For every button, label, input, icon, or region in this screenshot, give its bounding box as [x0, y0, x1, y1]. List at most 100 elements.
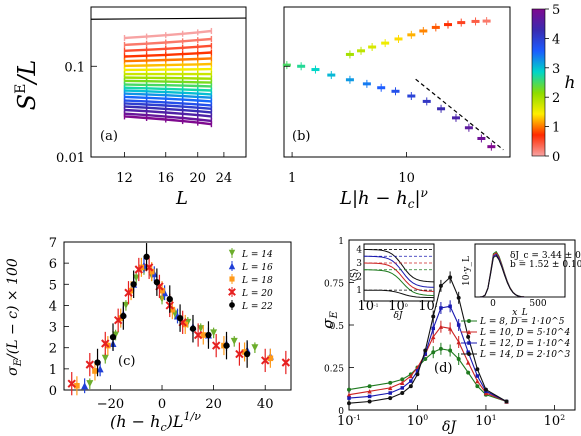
series-0-point: [448, 348, 453, 353]
colorbar: 0 1 2 3 4 5 h: [531, 3, 575, 165]
colorbar-gradient: [531, 8, 546, 157]
colorbar-tick-label: 0: [552, 150, 560, 165]
series-2-point: [456, 323, 461, 327]
series-line-h3.75: [124, 99, 212, 107]
series-3-point: [124, 288, 133, 297]
legend-label: L = 22: [241, 302, 273, 312]
legend-label: L = 12, D = 1·10^4: [479, 339, 570, 349]
series-line-h4.5: [124, 108, 212, 118]
legend-marker: [466, 329, 472, 335]
series-4-point: [153, 279, 161, 286]
series-2-point: [409, 379, 413, 383]
series-2-point: [431, 326, 436, 331]
x-tick-label: 10-1: [337, 413, 361, 429]
y-tick-label: 2: [49, 342, 57, 357]
series-3-point: [260, 356, 270, 365]
series-2-point: [74, 382, 80, 389]
series-line-h4: [124, 102, 212, 110]
panel-c: −20 0 20 40 0 1 2 3 4 5 6 7 L = 14 L = 16 L = 18 L = 2…: [5, 236, 292, 434]
series-0-point: [122, 301, 130, 309]
svg-text:L|h − hc|ν: L|h − hc|ν: [339, 186, 428, 211]
series-2-point: [415, 369, 420, 373]
series-4-point: [143, 253, 150, 260]
series-2-point: [267, 355, 274, 362]
series-0-point: [197, 325, 205, 333]
series-2-point: [448, 304, 452, 309]
series-line-h2.25: [124, 79, 212, 84]
series-3-point: [193, 330, 203, 340]
series-2-point: [241, 349, 248, 355]
series-3-point: [134, 265, 144, 274]
inset-right-xlabel: x_L: [512, 308, 528, 318]
series-2-point: [439, 306, 443, 310]
x-tick-label: 40: [257, 397, 274, 412]
panel-c-label: (c): [118, 354, 135, 369]
series-2-point: [388, 391, 392, 395]
inset-right-ylabel: 10·y_L: [462, 256, 472, 286]
panel-d-label: (d): [434, 361, 452, 376]
inset-left-x-tick-label: 101: [418, 299, 438, 314]
series-2-point: [148, 268, 155, 275]
y-tick-label: 4: [49, 299, 57, 314]
series-2-point: [466, 350, 470, 354]
series-line-h2: [124, 76, 212, 80]
series-line-h0.75: [124, 51, 212, 58]
y-tick-label: 3: [49, 321, 57, 336]
series-0-point: [400, 377, 405, 382]
series-3-point: [211, 341, 221, 350]
series-0-point: [112, 331, 120, 339]
series-0-point: [101, 354, 109, 362]
series-3-point: [113, 316, 123, 325]
inset-left: 1 2 3 4 10-1 100 101 δJ ⟨S⟩: [350, 243, 438, 321]
series-2-point: [423, 352, 428, 356]
series-1-point: [400, 380, 405, 385]
inset-left-y-tick-label: 3: [356, 259, 362, 269]
series-1-point: [431, 334, 436, 340]
x-tick-label: 12: [116, 171, 133, 186]
series-0-point: [423, 357, 428, 361]
panel-a-xlabel: L: [175, 188, 188, 209]
series-0-point: [367, 384, 372, 389]
series-line-h0.25: [124, 37, 212, 47]
series-1-point: [447, 326, 453, 331]
series-4-point: [205, 331, 212, 339]
series-2-point: [200, 332, 207, 338]
series-4-point: [120, 312, 127, 320]
panel-b-label: (b): [292, 129, 310, 144]
series-3-point: [235, 349, 244, 359]
series-0-point: [210, 329, 218, 337]
inset-left-x-tick-label: 100: [388, 299, 408, 314]
panel-c-xlabel: (h − hc)L1/ν: [110, 410, 201, 434]
series-3-point: [504, 399, 509, 404]
x-tick-label: 10: [398, 171, 415, 186]
series-line-h1.5: [124, 67, 212, 72]
series-0-point: [132, 274, 140, 282]
svg-text:σE/(L − c) × 100: σE/(L − c) × 100: [5, 258, 24, 376]
x-tick-label: 20: [189, 171, 206, 186]
inset-right-annotation: b = 1.52 ± 0.10: [510, 260, 581, 270]
legend-label: L = 14, D = 2·10^3: [479, 350, 570, 360]
y-tick-label: 1: [49, 363, 57, 378]
legend-marker: [467, 352, 471, 356]
legend-label: L = 14: [241, 250, 273, 260]
y-tick-label: 0.1: [64, 60, 85, 75]
series-4-point: [130, 281, 137, 288]
series-4-point: [94, 359, 101, 366]
series-2-point: [159, 287, 165, 294]
series-0-point: [438, 346, 443, 351]
series-3-point: [423, 348, 428, 353]
series-3-point: [400, 391, 405, 395]
legend-label: L = 16: [241, 263, 273, 273]
series-line-h1: [124, 57, 212, 63]
series-2-point: [475, 374, 480, 378]
series-3-point: [438, 283, 443, 288]
series-1-point: [475, 378, 480, 384]
series-3-point: [281, 358, 291, 367]
series-1-point: [81, 382, 89, 390]
inset-right-annotation: δJ_c = 3.44 ± 0.06: [510, 251, 581, 261]
series-3-point: [408, 384, 413, 389]
series-0-point: [251, 344, 259, 352]
